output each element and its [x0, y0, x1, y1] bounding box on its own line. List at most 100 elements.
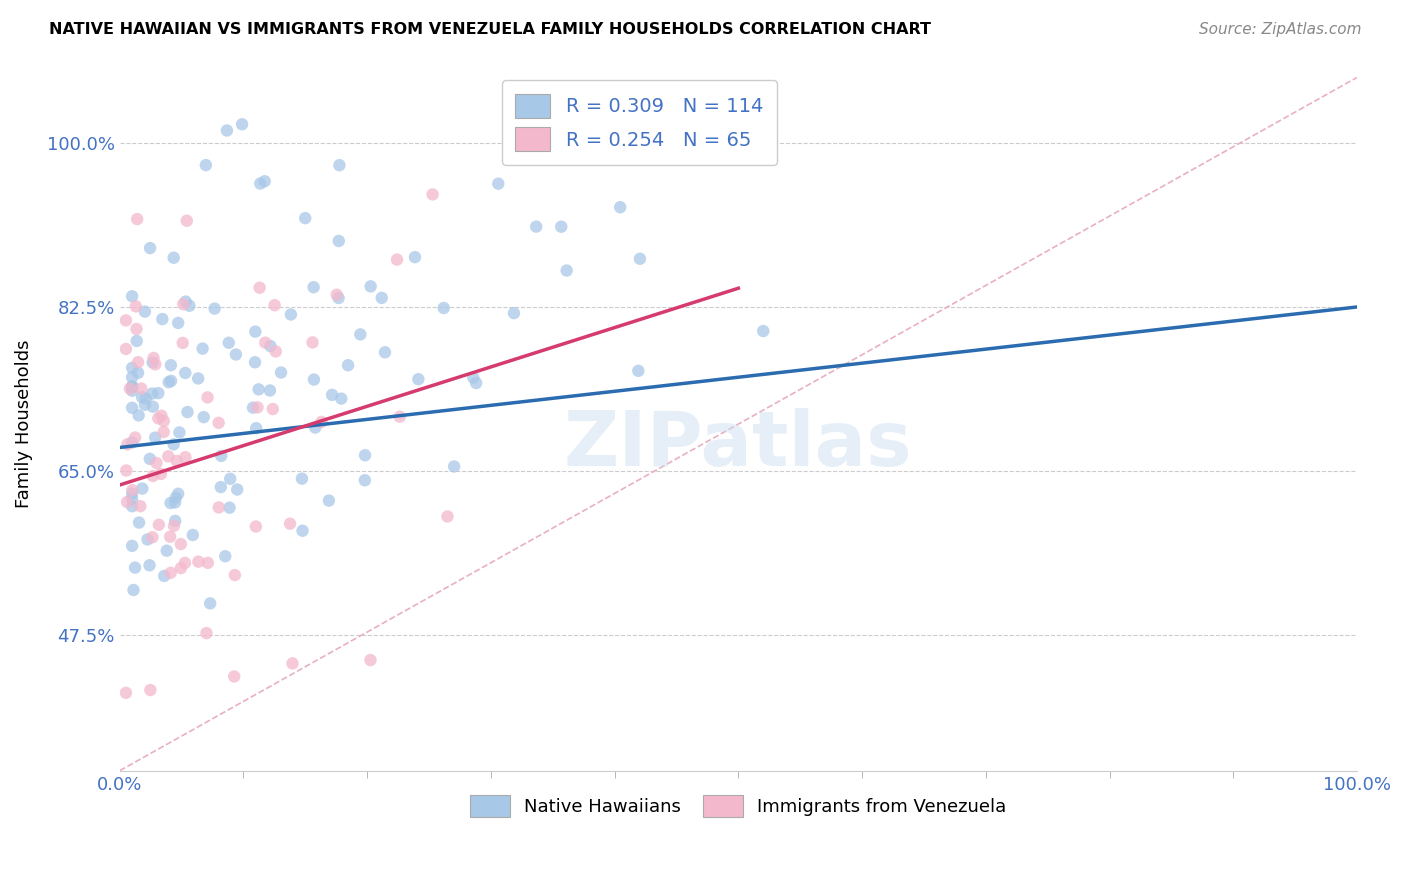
Point: [328, 234, 350, 248]
Point: [170, 561, 193, 575]
Point: [302, 372, 325, 386]
Point: [359, 653, 381, 667]
Point: [165, 495, 187, 509]
Point: [174, 366, 197, 380]
Point: [349, 327, 371, 342]
Point: [159, 496, 181, 510]
Point: [176, 405, 198, 419]
Point: [142, 355, 165, 369]
Point: [172, 297, 194, 311]
Point: [163, 251, 186, 265]
Point: [131, 482, 153, 496]
Point: [139, 451, 162, 466]
Text: Source: ZipAtlas.com: Source: ZipAtlas.com: [1198, 22, 1361, 37]
Point: [121, 380, 143, 394]
Point: [302, 280, 325, 294]
Point: [118, 382, 141, 396]
Point: [148, 386, 170, 401]
Point: [191, 342, 214, 356]
Point: [245, 519, 267, 533]
Point: [187, 371, 209, 385]
Point: [555, 263, 578, 277]
Point: [125, 334, 148, 348]
Point: [157, 450, 180, 464]
Point: [385, 252, 408, 267]
Point: [165, 514, 187, 528]
Point: [117, 437, 139, 451]
Point: [245, 325, 267, 339]
Point: [278, 516, 301, 531]
Point: [270, 366, 292, 380]
Point: [121, 435, 143, 450]
Point: [138, 558, 160, 573]
Point: [122, 582, 145, 597]
Point: [486, 177, 509, 191]
Point: [463, 370, 485, 384]
Point: [121, 380, 143, 394]
Point: [159, 530, 181, 544]
Point: [127, 212, 149, 227]
Point: [195, 626, 218, 640]
Point: [157, 375, 180, 389]
Point: [160, 358, 183, 372]
Point: [115, 463, 138, 477]
Point: [160, 374, 183, 388]
Point: [170, 537, 193, 551]
Point: [142, 469, 165, 483]
Point: [218, 335, 240, 350]
Point: [145, 456, 167, 470]
Point: [503, 306, 526, 320]
Point: [115, 495, 138, 509]
Point: [243, 355, 266, 369]
Point: [143, 431, 166, 445]
Point: [209, 449, 232, 463]
Point: [207, 416, 229, 430]
Point: [529, 117, 551, 131]
Y-axis label: Family Households: Family Households: [15, 340, 32, 508]
Point: [141, 386, 163, 401]
Text: NATIVE HAWAIIAN VS IMMIGRANTS FROM VENEZUELA FAMILY HOUSEHOLDS CORRELATION CHART: NATIVE HAWAIIAN VS IMMIGRANTS FROM VENEZ…: [49, 22, 931, 37]
Point: [198, 596, 221, 610]
Point: [134, 398, 156, 412]
Point: [124, 560, 146, 574]
Point: [128, 516, 150, 530]
Point: [187, 555, 209, 569]
Point: [374, 345, 396, 359]
Point: [550, 219, 572, 234]
Point: [225, 347, 247, 361]
Point: [204, 301, 226, 316]
Point: [242, 401, 264, 415]
Point: [388, 409, 411, 424]
Point: [263, 298, 285, 312]
Point: [174, 450, 197, 465]
Point: [627, 364, 650, 378]
Point: [422, 187, 444, 202]
Point: [752, 324, 775, 338]
Point: [134, 304, 156, 318]
Point: [149, 467, 172, 481]
Point: [609, 200, 631, 214]
Point: [208, 500, 231, 515]
Point: [135, 392, 157, 406]
Point: [281, 657, 304, 671]
Point: [174, 556, 197, 570]
Point: [121, 539, 143, 553]
Point: [443, 459, 465, 474]
Point: [254, 335, 277, 350]
Point: [125, 299, 148, 313]
Point: [330, 392, 353, 406]
Point: [124, 431, 146, 445]
Point: [197, 556, 219, 570]
Point: [291, 472, 314, 486]
Point: [129, 500, 152, 514]
Point: [176, 213, 198, 227]
Point: [215, 123, 238, 137]
Point: [354, 473, 377, 487]
Point: [148, 411, 170, 425]
Point: [328, 158, 350, 172]
Point: [436, 509, 458, 524]
Point: [142, 351, 165, 365]
Point: [127, 366, 149, 380]
Point: [163, 518, 186, 533]
Point: [209, 480, 232, 494]
